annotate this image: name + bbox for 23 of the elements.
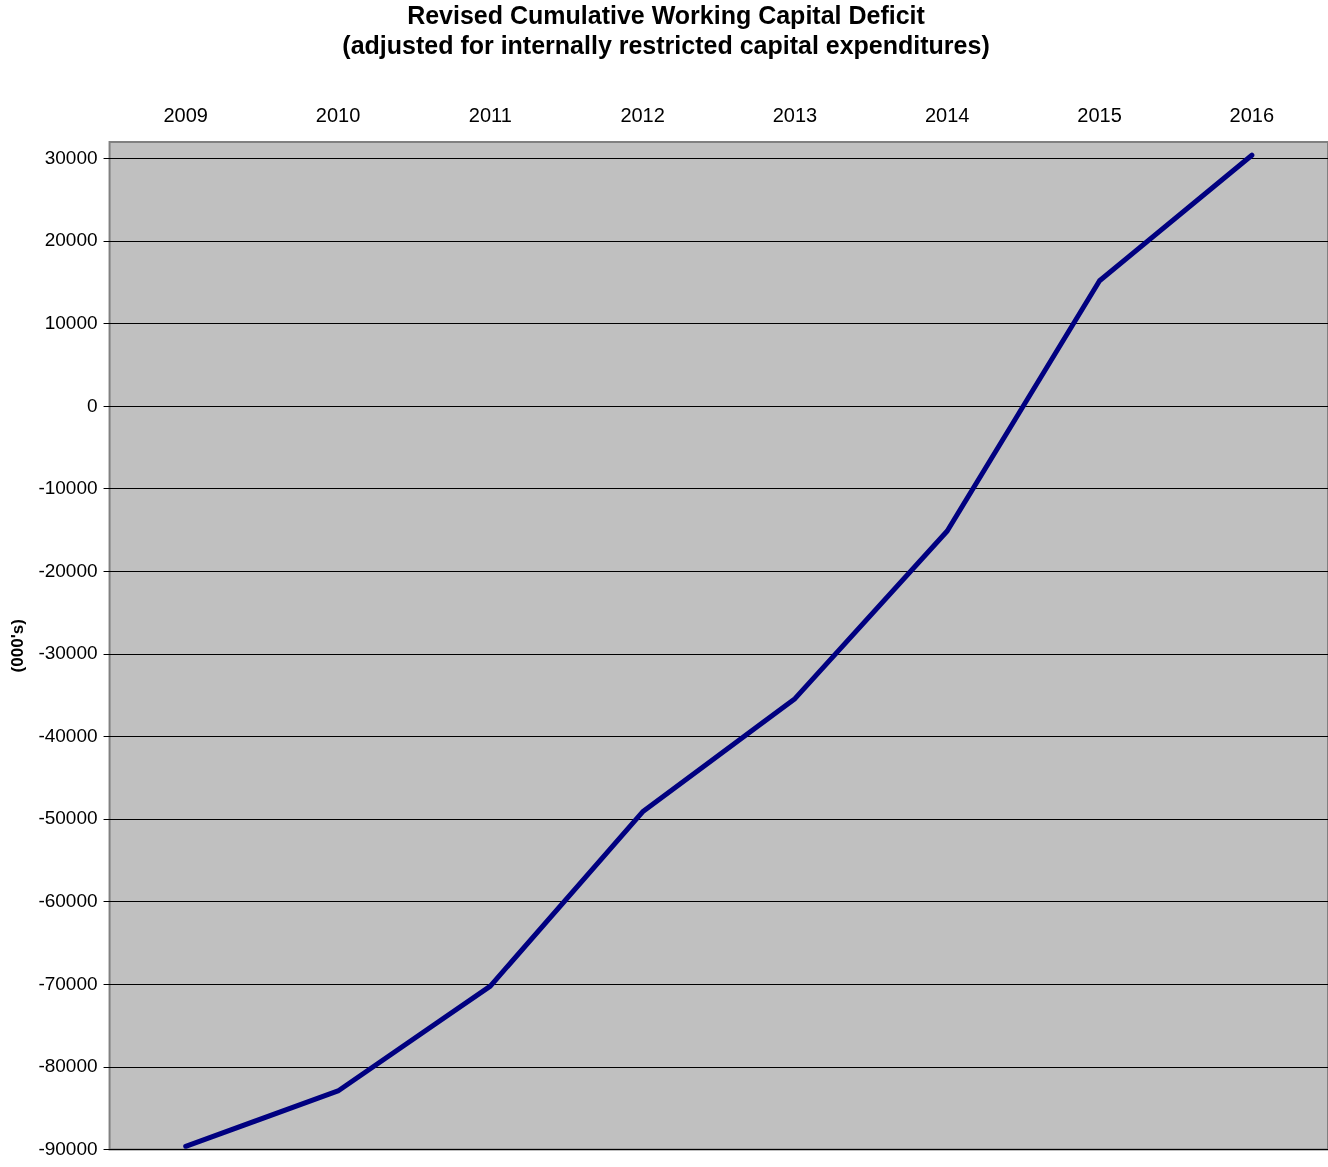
y-tick-label: 30000 (44, 146, 98, 168)
x-tick-label: 2011 (468, 103, 512, 126)
y-tick-label: -80000 (38, 1055, 98, 1077)
x-tick-label: 2013 (772, 103, 818, 126)
y-axis-title: (000's) (7, 619, 27, 673)
y-tick-label: -40000 (38, 724, 98, 746)
y-tick-label: 20000 (44, 229, 98, 251)
x-tick-label: 2014 (924, 103, 970, 126)
y-tick-label: -50000 (38, 807, 98, 829)
x-tick-label: 2015 (1077, 103, 1122, 126)
x-tick-label: 2009 (163, 103, 208, 126)
y-tick-label: -30000 (38, 642, 98, 664)
y-tick-label: -20000 (38, 559, 98, 581)
y-tick-label: -60000 (38, 890, 98, 912)
y-tick-label: 0 (86, 394, 98, 416)
x-tick-label: 2010 (315, 103, 361, 126)
y-tick-label: -90000 (38, 1137, 98, 1159)
y-tick-label: -70000 (38, 972, 98, 994)
y-tick-label: 10000 (44, 311, 98, 333)
y-tick-label: -10000 (38, 477, 98, 499)
x-tick-label: 2012 (620, 103, 665, 126)
x-tick-label: 2016 (1229, 103, 1275, 126)
chart-title: Revised Cumulative Working Capital Deficit (adjusted for internally restricted capital expenditures) (342, 0, 990, 59)
